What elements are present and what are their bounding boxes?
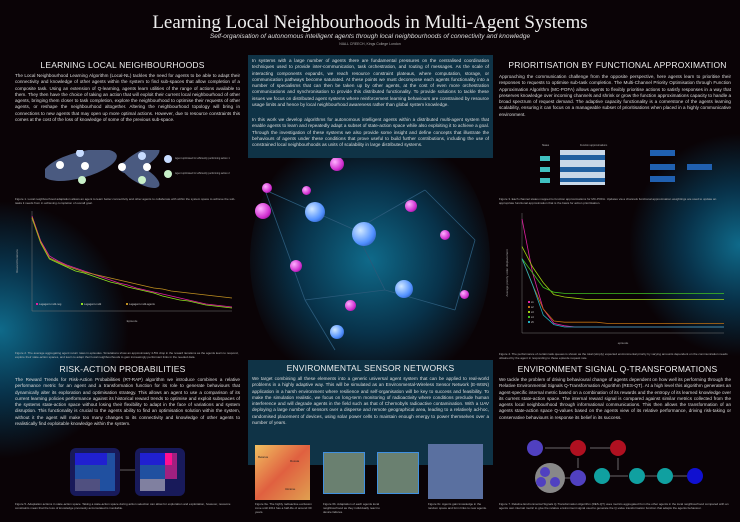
agent-node [330, 157, 344, 171]
figure-6c-caption: Figure 6c. Agents gain knowledge in the … [428, 502, 487, 510]
legend-entry: s5 [531, 320, 534, 324]
x-axis-label: episode [618, 341, 629, 345]
poster-title: Learning Local Neighbourhoods in Multi-A… [152, 12, 588, 33]
label-states: States [542, 144, 550, 147]
lln-diagram: Agent optimised for efficiently performi… [45, 150, 230, 188]
legend-entry: s4 [531, 315, 534, 319]
sensor-map-3 [428, 444, 483, 499]
figure-6b-caption: Figure 6b. Adaptation of each agents loc… [323, 502, 380, 514]
chart-reward-iterations: Episode Reward Iterations Lagagent-multi-n… [15, 211, 233, 323]
series-line-0 [521, 218, 724, 328]
series-line-4 [521, 258, 724, 328]
subtitle: Self-organisation of autonomous intellig… [209, 33, 531, 40]
heading-rap: RISK-ACTION PROBABILITIES [59, 364, 186, 374]
pfa-diagram: States Function approximations [540, 144, 712, 185]
agent-node [345, 300, 356, 311]
heading-esq: ENVIRONMENT SIGNAL Q-TRANSFORMATIONS [517, 364, 718, 374]
legend-swatch [528, 311, 530, 313]
series-line-0 [31, 215, 233, 308]
pfa-text: Approaching the communication challenge … [499, 74, 731, 117]
rap-text: The Reward Trends for Risk-Action Probab… [15, 377, 240, 427]
esn-text: We target combining all these elements i… [252, 376, 489, 426]
series-line-3 [521, 258, 724, 294]
agent-node [330, 325, 344, 339]
legend-swatch [81, 303, 83, 305]
figure-7-caption: Figure 7. Relative Environmental Signals… [499, 502, 729, 510]
res-qt-flow-diagram [527, 440, 703, 493]
legend-entry: s1 [531, 300, 534, 304]
series-line-2 [31, 216, 233, 299]
legend-swatch [528, 301, 530, 303]
legend-swatch [528, 316, 530, 318]
agent-node [395, 280, 413, 298]
legend-entry: s3 [531, 310, 534, 314]
figure-6a-caption: Figure 6a. The highly radioactive exclus… [255, 502, 312, 514]
legend-entry: Lagagent-multi [84, 302, 102, 306]
heading-esn: ENVIRONMENTAL SENSOR NETWORKS [286, 363, 455, 373]
agent-node [255, 203, 271, 219]
legend-entry: Lagagent-multi-neg [39, 302, 62, 306]
map-label-belarus: Belarus [258, 455, 269, 459]
legend-swatch [528, 321, 530, 323]
figure-5-caption: Figure 5. Adaptation actions in state-ac… [15, 502, 231, 510]
legend-entry: Lagagent-multi-agents [129, 302, 156, 306]
glow-right [630, 130, 740, 360]
chart-priority-displacement: episode Average priority order displaceme… [505, 213, 724, 345]
chernobyl-map: Belarus Russia Ukraine [255, 445, 310, 500]
map-label-ukraine: Ukraine [285, 487, 296, 491]
agent-node [305, 202, 325, 222]
legend-action-1: Agent optimised for efficiently performi… [175, 157, 230, 160]
agent-node [302, 186, 311, 195]
agent-node [352, 222, 376, 246]
legend-swatch [528, 306, 530, 308]
legend-swatch [126, 303, 128, 305]
intro-paragraph-1: In systems with a large number of agents… [252, 58, 489, 108]
series-line-1 [521, 258, 724, 324]
figure-1-caption: Figure 1. Local neighbourhood adaptation… [15, 197, 236, 205]
sensor-map-1 [323, 452, 365, 494]
network-illustration [264, 189, 476, 351]
y-axis-label: Average priority order displacement [505, 249, 509, 296]
agent-node [262, 183, 272, 193]
author: NIALL CREECH, Kings College London [339, 42, 401, 46]
heading-lln: LEARNING LOCAL NEIGHBOURHOODS [40, 60, 205, 70]
intro-panel: In systems with a large number of agents… [248, 55, 493, 158]
agent-node [290, 260, 302, 272]
esq-text: We tackle the problem of driving behavio… [499, 377, 731, 420]
series-line-2 [521, 246, 724, 300]
legend-swatch [36, 303, 38, 305]
series-line-1 [31, 217, 233, 309]
map-label-russia: Russia [290, 459, 300, 463]
figure-2-caption: Figure 2. The average aggregating agent … [15, 351, 239, 359]
x-axis-label: Episode [127, 319, 138, 323]
heading-pfa: PRIORITISATION BY FUNCTIONAL APPROXIMATI… [508, 60, 727, 70]
label-function-approx: Function approximations [580, 144, 608, 147]
agent-node [460, 290, 469, 299]
lln-text: The Local Neighbourhood Learning Algorit… [15, 73, 240, 123]
legend-action-2: Agent optimised for efficiently performi… [175, 172, 230, 175]
glow-left [0, 200, 130, 460]
risk-action-diagram [70, 448, 185, 496]
sensor-map-2 [377, 452, 419, 494]
figure-4-caption: Figure 4. The performance of certain tas… [499, 352, 728, 360]
legend-entry: s2 [531, 305, 534, 309]
y-axis-label: Reward Iterations [15, 249, 19, 273]
intro-paragraph-2: In this work we develop algorithms for a… [252, 117, 489, 148]
agent-node [405, 200, 417, 212]
agent-node [440, 230, 450, 240]
figure-3-caption: Figure 3. Each channel states mapped to … [499, 197, 717, 205]
